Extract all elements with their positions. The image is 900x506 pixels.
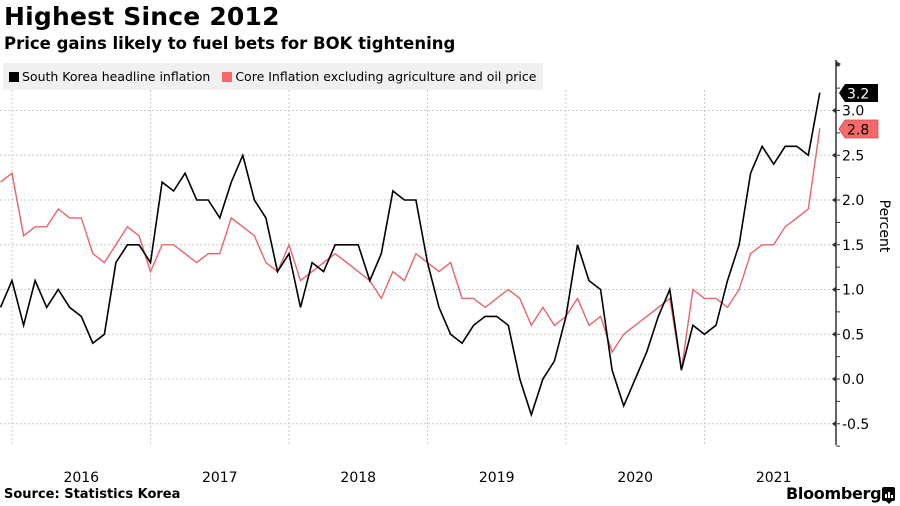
- tag-shape: [838, 119, 879, 139]
- legend-label-headline: South Korea headline inflation: [22, 69, 211, 84]
- x-tick-label: 2019: [479, 470, 515, 486]
- x-tick-label: 2018: [340, 470, 376, 486]
- x-tick-label: 2020: [617, 470, 653, 486]
- chart-subtitle: Price gains likely to fuel bets for BOK …: [4, 34, 456, 53]
- legend-item-headline: South Korea headline inflation: [9, 69, 210, 84]
- y-major-tick: [832, 376, 836, 382]
- y-major-tick: [832, 331, 836, 338]
- legend-swatch-core: [222, 71, 233, 82]
- legend-swatch-headline: [9, 71, 19, 82]
- x-tick-label: 2021: [756, 470, 792, 486]
- legend-label-core: Core Inflation excluding agriculture and…: [235, 69, 537, 84]
- y-major-tick: [832, 197, 836, 203]
- series-line-core: [0, 128, 821, 371]
- y-axis: -0.5 0.0 0.5 1.0 1.5 2.0 2.5 3.0: [832, 60, 869, 447]
- tag-shape: [839, 84, 878, 102]
- y-major-tick: [832, 107, 836, 114]
- y-tick-label: 2.5: [842, 148, 864, 164]
- last-value-tag-core: 2.8: [838, 119, 879, 139]
- y-major-tick: [832, 241, 836, 248]
- y-major-tick: [832, 152, 836, 159]
- y-tick-label: 0.5: [842, 327, 864, 343]
- x-axis: 2016 2017 2018 2019 2020 2021: [63, 470, 791, 486]
- y-tick-label: 0.0: [842, 372, 864, 388]
- source-note: Source: Statistics Korea: [4, 487, 181, 502]
- series-lines: [0, 92, 821, 418]
- y-axis-label: Percent: [876, 200, 892, 253]
- x-tick-label: 2016: [63, 470, 99, 486]
- y-tick-label: 2.0: [842, 193, 864, 209]
- gridlines: [0, 90, 836, 445]
- y-tick-label: 1.5: [842, 238, 864, 254]
- y-tick-label: 1.0: [842, 283, 864, 299]
- legend: South Korea headline inflation Core Infl…: [3, 63, 543, 90]
- bloomberg-chart-icon: [882, 487, 895, 504]
- last-value-tags: 3.2 2.8: [838, 84, 879, 139]
- tag-value: 2.8: [847, 123, 869, 139]
- brand-logo: Bloomberg: [786, 484, 882, 503]
- legend-item-core: Core Inflation excluding agriculture and…: [222, 69, 536, 84]
- chart-title: Highest Since 2012: [4, 2, 280, 31]
- tag-value: 3.2: [847, 87, 869, 103]
- last-value-tag-headline: 3.2: [839, 84, 878, 103]
- y-major-tick: [832, 286, 836, 293]
- x-tick-label: 2017: [202, 470, 238, 486]
- y-tick-label: -0.5: [842, 417, 869, 433]
- y-tick-label: 3.0: [842, 104, 864, 120]
- y-top-tick: [836, 61, 841, 67]
- series-line-headline: [0, 92, 821, 418]
- y-major-tick: [832, 420, 836, 427]
